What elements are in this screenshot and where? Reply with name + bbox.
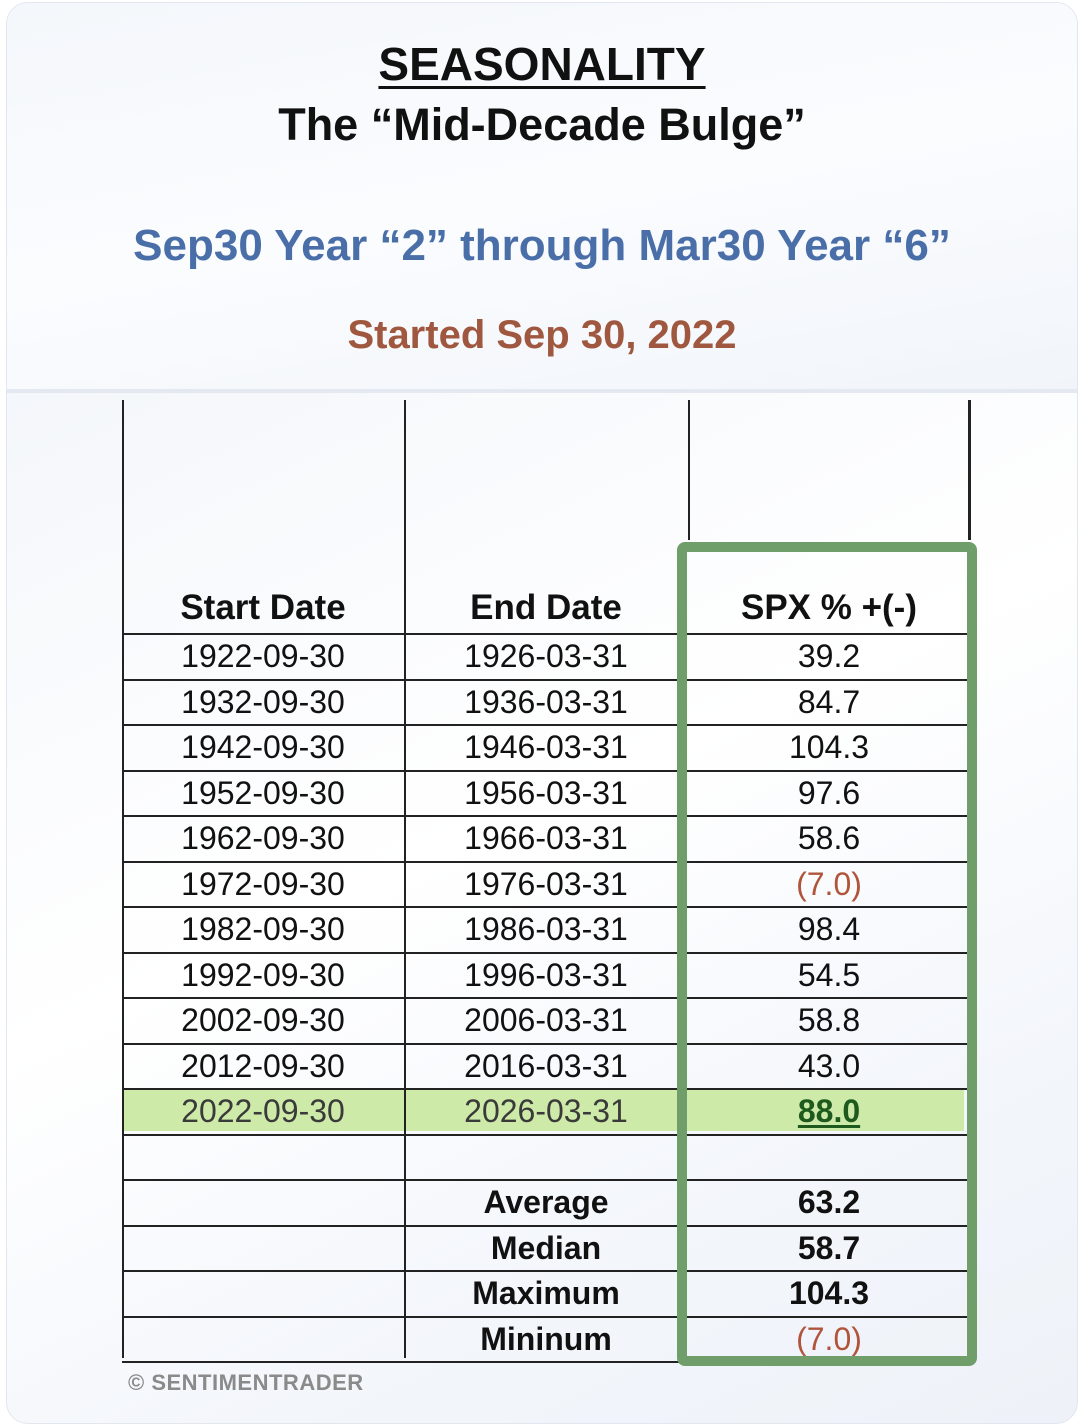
start-date-cell: 1992-09-30 xyxy=(181,956,345,993)
page-title: SEASONALITY xyxy=(378,38,706,90)
grid-line xyxy=(122,951,970,954)
stat-value: 58.7 xyxy=(797,1229,861,1266)
start-date-cell: 1982-09-30 xyxy=(181,911,345,947)
end-date-cell: 1936-03-31 xyxy=(464,683,628,720)
current-row-highlight xyxy=(122,1090,964,1131)
page-subtitle: The “Mid-Decade Bulge” xyxy=(278,99,806,150)
seasonality-card: SEASONALITY The “Mid-Decade Bulge” Sep30… xyxy=(6,2,1078,1424)
spx-return-cell: 58.6 xyxy=(797,820,861,856)
spx-return-cell: 39.2 xyxy=(797,638,861,674)
start-date-cell: 1942-09-30 xyxy=(181,729,345,765)
stat-value: (7.0) xyxy=(796,1320,862,1357)
spx-return-cell: 97.6 xyxy=(797,774,861,811)
start-date-cell: 1952-09-30 xyxy=(181,774,345,811)
column-header: Start Date xyxy=(180,588,346,627)
stat-label: Median xyxy=(490,1229,602,1266)
start-date-cell: 2012-09-30 xyxy=(181,1047,345,1084)
end-date-cell: 2006-03-31 xyxy=(464,1002,628,1038)
start-date-cell: 1972-09-30 xyxy=(181,865,345,902)
spx-return-cell: (7.0) xyxy=(796,865,862,902)
column-header: SPX % +(-) xyxy=(740,588,917,627)
grid-line xyxy=(122,1179,970,1181)
grid-line xyxy=(122,1088,970,1090)
grid-line xyxy=(122,633,970,635)
grid-line xyxy=(122,1270,970,1272)
grid-line xyxy=(122,1315,970,1318)
end-date-cell: 1926-03-31 xyxy=(464,638,628,674)
spx-return-cell: 98.4 xyxy=(797,911,861,947)
grid-line xyxy=(122,678,970,681)
current-spx-return-cell: 88.0 xyxy=(797,1093,861,1129)
start-date-cell: 1922-09-30 xyxy=(181,638,345,674)
end-date-cell: 1946-03-31 xyxy=(464,729,628,765)
spx-return-cell: 54.5 xyxy=(797,956,861,993)
stat-value: 63.2 xyxy=(797,1184,861,1220)
spx-return-cell: 43.0 xyxy=(797,1047,861,1084)
date-range-caption: Sep30 Year “2” through Mar30 Year “6” xyxy=(133,221,951,270)
grid-line xyxy=(968,400,971,540)
start-date-cell: 2002-09-30 xyxy=(181,1002,345,1038)
grid-line xyxy=(404,400,406,1358)
grid-line xyxy=(122,860,970,863)
grid-line xyxy=(122,769,970,772)
end-date-cell: 1996-03-31 xyxy=(464,956,628,993)
grid-line xyxy=(122,400,124,1358)
spx-column-highlight-box xyxy=(677,542,977,1366)
copyright-footer: © SENTIMENTRADER xyxy=(128,1370,364,1395)
grid-line xyxy=(122,724,970,726)
grid-line xyxy=(122,997,970,999)
end-date-cell: 1956-03-31 xyxy=(464,774,628,811)
stat-label: Maximum xyxy=(472,1275,620,1311)
grid-line xyxy=(688,400,690,540)
end-date-cell: 2016-03-31 xyxy=(464,1047,628,1084)
column-header: End Date xyxy=(470,588,622,627)
spx-return-cell: 84.7 xyxy=(797,683,861,720)
current-end-date-cell: 2026-03-31 xyxy=(464,1093,628,1129)
grid-line xyxy=(122,815,970,817)
header-panel: SEASONALITY The “Mid-Decade Bulge” Sep30… xyxy=(7,3,1077,393)
grid-line xyxy=(122,906,970,908)
grid-line xyxy=(122,1361,970,1363)
started-caption: Started Sep 30, 2022 xyxy=(347,313,737,357)
stat-label: Average xyxy=(483,1184,609,1220)
end-date-cell: 1966-03-31 xyxy=(464,820,628,856)
end-date-cell: 1976-03-31 xyxy=(464,865,628,902)
stat-value: 104.3 xyxy=(788,1275,870,1311)
start-date-cell: 1962-09-30 xyxy=(181,820,345,856)
start-date-cell: 1932-09-30 xyxy=(181,683,345,720)
grid-line xyxy=(122,1133,970,1136)
end-date-cell: 1986-03-31 xyxy=(464,911,628,947)
spx-return-cell: 104.3 xyxy=(788,729,870,765)
current-start-date-cell: 2022-09-30 xyxy=(181,1093,345,1129)
stat-label: Mininum xyxy=(480,1320,612,1357)
spx-return-cell: 58.8 xyxy=(797,1002,861,1038)
grid-line xyxy=(122,1042,970,1045)
grid-line xyxy=(122,1224,970,1227)
